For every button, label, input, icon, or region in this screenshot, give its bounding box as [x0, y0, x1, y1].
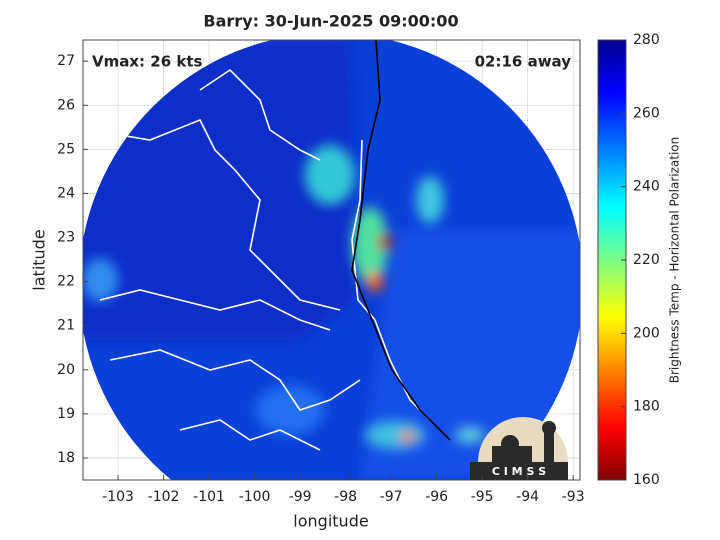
colorbar-tick-label: 220: [633, 252, 660, 268]
x-tick-label: -101: [193, 489, 225, 505]
colorbar-tick-label: 160: [633, 472, 660, 488]
colorbar-tick-label: 200: [633, 325, 660, 341]
logo: C I M S S: [470, 417, 568, 480]
x-tick-label: -97: [380, 489, 403, 505]
y-axis-label: latitude: [30, 229, 49, 290]
colorbar-tick-label: 180: [633, 399, 660, 415]
colorbar-tick-label: 260: [633, 105, 660, 121]
x-tick-label: -95: [471, 489, 494, 505]
colorbar-label: Brightness Temp - Horizontal Polarizatio…: [668, 137, 682, 384]
vmax-note: Vmax: 26 kts: [92, 53, 202, 71]
y-tick-label: 19: [57, 406, 75, 422]
y-tick-label: 22: [57, 274, 75, 290]
y-tick-label: 21: [57, 318, 75, 334]
x-tick-label: -99: [289, 489, 312, 505]
x-tick-label: -103: [102, 489, 134, 505]
y-tick-label: 26: [57, 97, 75, 113]
title: Barry: 30-Jun-2025 09:00:00: [203, 12, 458, 31]
x-tick-label: -100: [239, 489, 271, 505]
y-tick-label: 23: [57, 230, 75, 246]
x-tick-label: -93: [562, 489, 585, 505]
y-tick-label: 18: [57, 450, 75, 466]
y-tick-label: 25: [57, 141, 75, 157]
x-axis-label: longitude: [293, 512, 368, 531]
x-tick-label: -94: [516, 489, 539, 505]
x-tick-label: -96: [425, 489, 448, 505]
colorbar-tick-label: 240: [633, 179, 660, 195]
time-note: 02:16 away: [475, 53, 572, 71]
logo-text: C I M S S: [492, 465, 546, 478]
axes-frame: [82, 39, 581, 481]
colorbar-tick-label: 280: [633, 32, 660, 48]
y-tick-label: 27: [57, 53, 75, 69]
y-tick-label: 24: [57, 185, 75, 201]
y-tick-label: 20: [57, 362, 75, 378]
x-tick-label: -98: [334, 489, 357, 505]
x-tick-label: -102: [148, 489, 180, 505]
